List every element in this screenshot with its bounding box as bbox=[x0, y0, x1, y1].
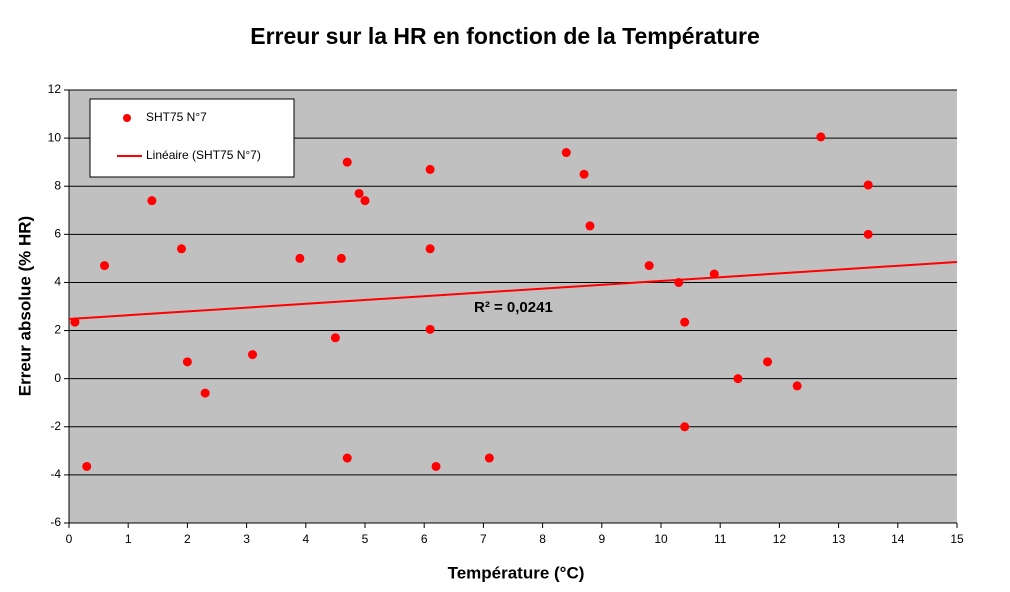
data-point bbox=[863, 180, 873, 190]
data-point bbox=[863, 229, 873, 239]
data-point bbox=[816, 132, 826, 142]
y-tick-label: 2 bbox=[54, 323, 61, 337]
x-tick-label: 0 bbox=[66, 532, 73, 546]
x-tick-label: 2 bbox=[184, 532, 191, 546]
data-point bbox=[295, 253, 305, 263]
x-tick-label: 7 bbox=[480, 532, 487, 546]
x-tick-label: 11 bbox=[714, 532, 727, 546]
y-tick-label: -2 bbox=[50, 419, 61, 433]
y-tick-label: 0 bbox=[54, 371, 61, 385]
x-tick-label: 12 bbox=[773, 532, 787, 546]
data-point bbox=[70, 317, 80, 327]
data-point bbox=[425, 324, 435, 334]
y-tick-label: -6 bbox=[50, 515, 61, 529]
data-point bbox=[425, 164, 435, 174]
data-point bbox=[182, 357, 192, 367]
data-point bbox=[644, 261, 654, 271]
data-point bbox=[579, 169, 589, 179]
data-point bbox=[733, 374, 743, 384]
y-tick-label: 8 bbox=[54, 178, 61, 192]
annotation: R² = 0,0241 bbox=[474, 299, 553, 316]
x-tick-label: 9 bbox=[598, 532, 605, 546]
data-point bbox=[709, 269, 719, 279]
x-tick-label: 15 bbox=[950, 532, 964, 546]
data-point bbox=[354, 188, 364, 198]
y-tick-label: -4 bbox=[50, 467, 61, 481]
legend-box bbox=[89, 98, 295, 178]
x-tick-label: 1 bbox=[125, 532, 132, 546]
data-point bbox=[248, 350, 258, 360]
x-tick-label: 10 bbox=[654, 532, 668, 546]
x-axis-label: Température (°C) bbox=[448, 563, 585, 582]
x-tick-label: 8 bbox=[539, 532, 546, 546]
chart-title: Erreur sur la HR en fonction de la Tempé… bbox=[250, 23, 760, 49]
legend-symbol bbox=[123, 114, 131, 122]
data-point bbox=[680, 422, 690, 432]
y-tick-label: 10 bbox=[48, 130, 62, 144]
data-point bbox=[82, 461, 92, 471]
data-point bbox=[763, 357, 773, 367]
data-point bbox=[792, 381, 802, 391]
y-tick-label: 12 bbox=[48, 82, 62, 96]
data-point bbox=[342, 453, 352, 463]
legend-label: Linéaire (SHT75 N°7) bbox=[146, 148, 261, 162]
data-point bbox=[680, 317, 690, 327]
x-tick-label: 6 bbox=[421, 532, 428, 546]
data-point bbox=[431, 461, 441, 471]
x-tick-label: 3 bbox=[243, 532, 250, 546]
y-tick-label: 4 bbox=[54, 275, 61, 289]
data-point bbox=[484, 453, 494, 463]
x-tick-label: 13 bbox=[832, 532, 846, 546]
data-point bbox=[100, 261, 110, 271]
data-point bbox=[425, 244, 435, 254]
data-point bbox=[360, 196, 370, 206]
y-tick-label: 6 bbox=[54, 227, 61, 241]
data-point bbox=[342, 157, 352, 167]
legend-label: SHT75 N°7 bbox=[146, 110, 207, 124]
x-tick-label: 4 bbox=[302, 532, 309, 546]
y-axis-label: Erreur absolue (% HR) bbox=[15, 216, 34, 396]
trend-line bbox=[68, 260, 958, 321]
data-point bbox=[336, 253, 346, 263]
x-tick-label: 14 bbox=[891, 532, 905, 546]
x-tick-label: 5 bbox=[362, 532, 369, 546]
data-point bbox=[176, 244, 186, 254]
data-point bbox=[200, 388, 210, 398]
data-point bbox=[147, 196, 157, 206]
data-point bbox=[330, 333, 340, 343]
data-point bbox=[585, 221, 595, 231]
data-point bbox=[561, 148, 571, 158]
